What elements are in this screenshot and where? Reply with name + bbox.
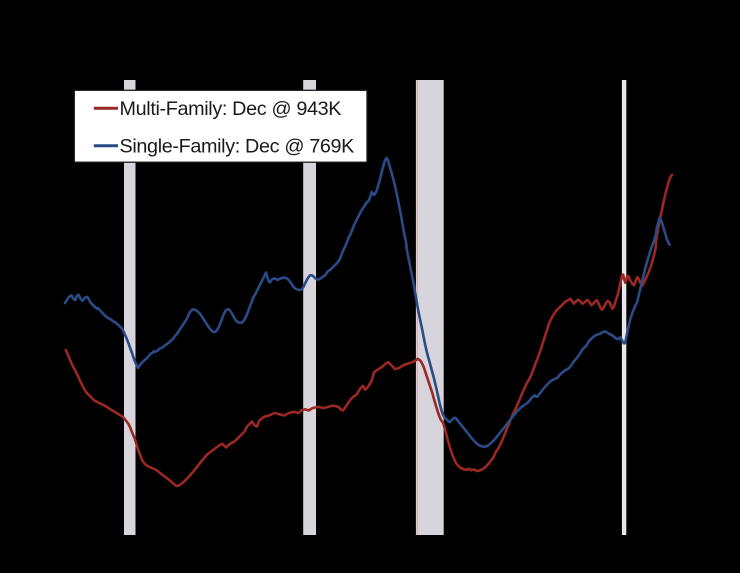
svg-text:Multi-Family: Dec @ 943K: Multi-Family: Dec @ 943K	[120, 98, 342, 120]
svg-text:Single-Family: Dec @ 769K: Single-Family: Dec @ 769K	[120, 135, 355, 157]
